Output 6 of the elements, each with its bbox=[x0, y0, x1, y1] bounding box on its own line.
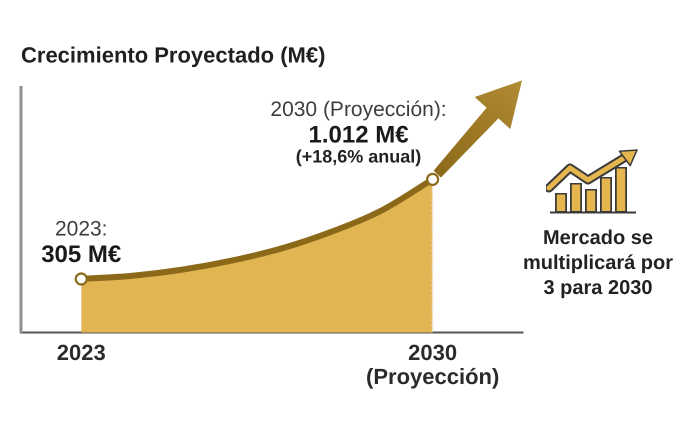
chart-title: Crecimiento Proyectado (M€) bbox=[21, 42, 326, 68]
x-tick-label: 2030 (Proyección) bbox=[366, 340, 500, 389]
x-tick-label: 2023 bbox=[56, 340, 106, 365]
annotation: Mercado se multiplicará por 3 para 2030 bbox=[522, 226, 674, 301]
annotation: 2030 (Proyección): 1.012 M€ (+18,6% anual) bbox=[270, 98, 447, 166]
annotation: 2023: 305 M€ bbox=[41, 218, 122, 268]
